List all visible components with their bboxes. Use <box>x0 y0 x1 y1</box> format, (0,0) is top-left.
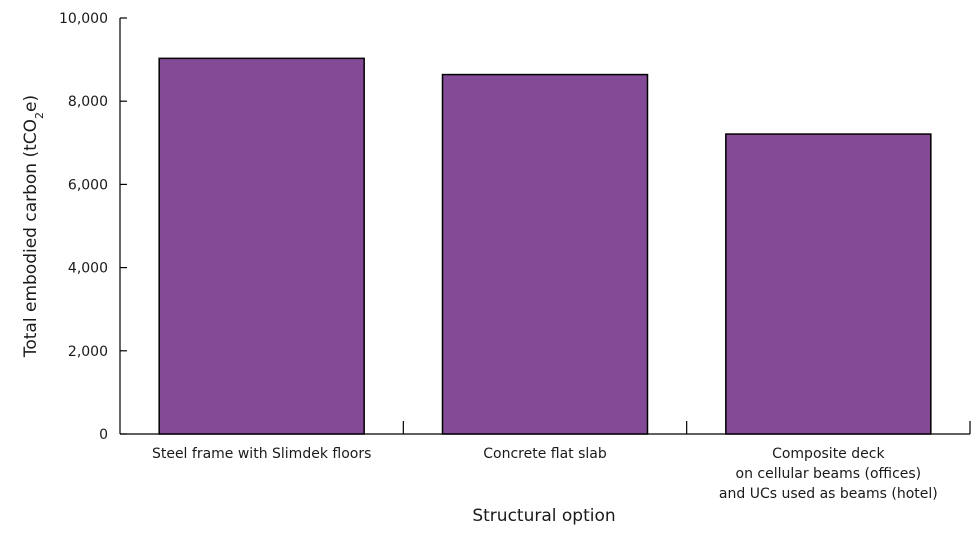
x-category-label: Composite deck on cellular beams (offices… <box>719 446 938 502</box>
y-axis: 0 2,000 4,000 6,000 8,000 10,000 <box>59 11 127 443</box>
y-tick-label: 2,000 <box>68 344 108 360</box>
y-axis-title: Total embodied carbon (tCO2e) <box>21 95 46 358</box>
y-tick-label: 10,000 <box>59 11 108 27</box>
bar <box>441 73 649 435</box>
y-tick-label: 8,000 <box>68 94 108 110</box>
y-tick-label: 4,000 <box>68 261 108 277</box>
bar <box>158 57 365 435</box>
x-category-label: Steel frame with Slimdek floors <box>152 446 371 462</box>
bar <box>725 133 932 435</box>
x-axis-title: Structural option <box>472 506 615 526</box>
y-tick-label: 6,000 <box>68 177 108 193</box>
y-tick-label: 0 <box>99 427 108 443</box>
bars <box>158 57 932 435</box>
x-category-labels: Steel frame with Slimdek floors Concrete … <box>152 446 938 502</box>
x-category-label: Concrete flat slab <box>483 446 607 462</box>
